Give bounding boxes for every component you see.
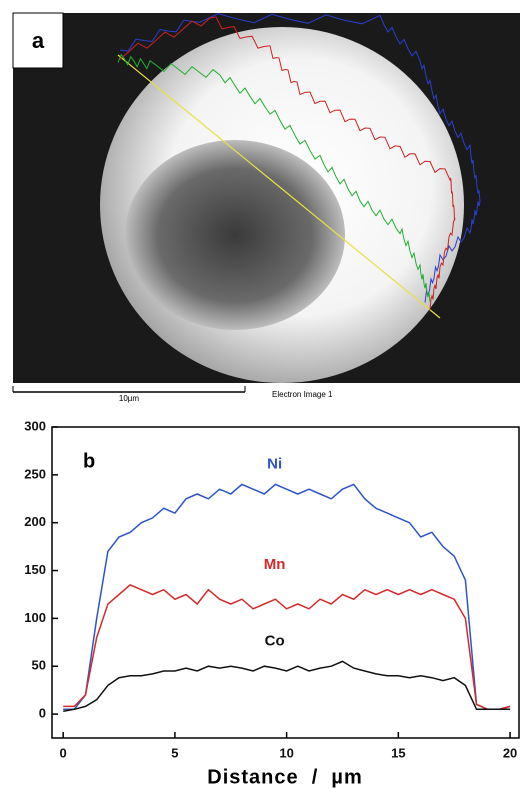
eds-trace (119, 13, 481, 303)
series-line (63, 584, 511, 711)
x-tick-label: 5 (171, 745, 178, 760)
series-label: Mn (264, 556, 286, 573)
panel-label-box (12, 12, 64, 69)
eds-trace (117, 53, 431, 302)
x-tick-label: 20 (503, 745, 517, 760)
y-tick-label: 50 (32, 658, 46, 673)
scan-line (117, 54, 441, 319)
x-tick-label: 0 (60, 745, 67, 760)
series-label: Co (265, 632, 285, 649)
y-tick-label: 0 (39, 706, 46, 721)
y-tick-label: 300 (24, 418, 46, 433)
series-line (63, 483, 511, 711)
panel-label: a (32, 28, 45, 53)
x-tick-label: 10 (279, 745, 293, 760)
scale-bar-label: 10µm (119, 394, 140, 403)
x-tick-label: 15 (391, 745, 405, 760)
y-tick-label: 150 (24, 562, 46, 577)
sem-image: a 10µm Electron Image 1 (12, 12, 520, 403)
image-caption: Electron Image 1 (272, 390, 333, 399)
y-tick-label: 100 (24, 610, 46, 625)
y-tick-label: 250 (24, 466, 46, 481)
y-tick-label: 200 (24, 514, 46, 529)
particle-crater (125, 140, 345, 330)
x-axis-title: Distance / µm (207, 766, 362, 788)
eds-trace (119, 16, 456, 311)
series-label: Ni (267, 455, 282, 472)
plot-frame (51, 426, 520, 739)
series-line (63, 660, 511, 712)
panel-label: b (83, 450, 95, 472)
